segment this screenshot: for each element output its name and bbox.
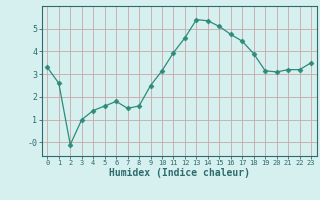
X-axis label: Humidex (Indice chaleur): Humidex (Indice chaleur)	[109, 168, 250, 178]
